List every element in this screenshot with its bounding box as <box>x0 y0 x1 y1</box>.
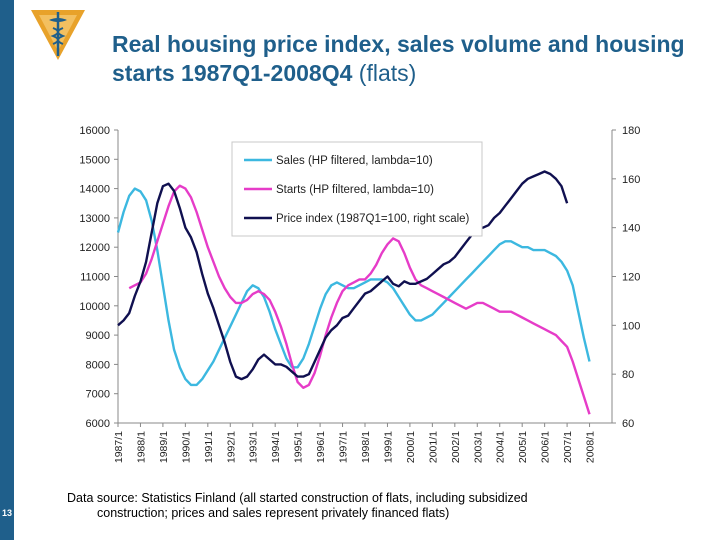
x-tick-label: 2004/1 <box>495 431 507 463</box>
y-right-tick-label: 100 <box>622 320 640 332</box>
y-right-tick-label: 160 <box>622 174 640 186</box>
x-tick-label: 1994/1 <box>270 431 282 463</box>
slide-title: Real housing price index, sales volume a… <box>112 30 692 88</box>
x-tick-label: 2005/1 <box>517 431 529 463</box>
x-tick-label: 1996/1 <box>315 431 327 463</box>
x-tick-label: 1993/1 <box>248 431 260 463</box>
series-line-2 <box>128 184 591 415</box>
y-left-tick-label: 16000 <box>79 125 110 137</box>
y-right-tick-label: 180 <box>622 125 640 137</box>
y-left-tick-label: 13000 <box>79 213 110 225</box>
x-tick-label: 1995/1 <box>293 431 305 463</box>
x-tick-label: 2006/1 <box>540 431 552 463</box>
x-tick-label: 1999/1 <box>382 431 394 463</box>
chart-area: 16000 15000 14000 13000 12000 11000 10000 9000 8… <box>60 115 700 480</box>
x-tick-label: 2001/1 <box>427 431 439 463</box>
x-tick-label: 1988/1 <box>135 431 147 463</box>
y-left-tick-label: 8000 <box>86 359 110 371</box>
y-right-tick-label: 80 <box>622 369 634 381</box>
caduceus-icon <box>27 6 89 64</box>
series-line-1 <box>116 187 591 387</box>
x-tick-label: 1992/1 <box>225 431 237 463</box>
title-main: Real housing price index, sales volume a… <box>112 31 685 86</box>
x-tick-label: 1997/1 <box>338 431 350 463</box>
x-tick-label: 1991/1 <box>203 431 215 463</box>
y-right-tick-label: 140 <box>622 223 640 235</box>
legend-label-1: Sales (HP filtered, lambda=10) <box>276 155 433 167</box>
slide-sidebar <box>0 0 14 540</box>
x-tick-label: 1998/1 <box>360 431 372 463</box>
x-tick-label: 2007/1 <box>562 431 574 463</box>
y-left-tick-label: 9000 <box>86 330 110 342</box>
x-tick-label: 2000/1 <box>405 431 417 463</box>
y-right-tick-label: 60 <box>622 418 634 430</box>
y-left-tick-label: 6000 <box>86 418 110 430</box>
x-tick-label: 1987/1 <box>113 431 125 463</box>
y-left-tick-label: 14000 <box>79 184 110 196</box>
title-suffix: (flats) <box>352 60 417 86</box>
y-left-tick-label: 7000 <box>86 389 110 401</box>
x-tick-label: 1990/1 <box>180 431 192 463</box>
data-source-note: Data source: Statistics Finland (all sta… <box>67 491 687 521</box>
x-tick-label: 1989/1 <box>158 431 170 463</box>
source-line-2: construction; prices and sales represent… <box>97 506 450 520</box>
y-left-tick-label: 11000 <box>80 272 110 284</box>
source-line-1: Data source: Statistics Finland (all sta… <box>67 491 528 505</box>
series-line-3 <box>117 170 569 381</box>
y-left-tick-label: 15000 <box>79 154 110 166</box>
y-left-tick-label: 10000 <box>79 301 110 313</box>
y-right-tick-label: 120 <box>622 272 640 284</box>
x-tick-label: 2003/1 <box>472 431 484 463</box>
y-left-tick-label: 12000 <box>79 242 110 254</box>
x-tick-label: 2002/1 <box>450 431 462 463</box>
legend-box <box>231 141 483 237</box>
legend-label-3: Price index (1987Q1=100, right scale) <box>276 213 470 225</box>
legend-label-2: Starts (HP filtered, lambda=10) <box>276 184 434 196</box>
line-chart: 16000 15000 14000 13000 12000 11000 10000 9000 8… <box>79 125 640 463</box>
x-tick-label: 2008/1 <box>585 431 597 463</box>
slide-number: 13 <box>1 508 12 518</box>
